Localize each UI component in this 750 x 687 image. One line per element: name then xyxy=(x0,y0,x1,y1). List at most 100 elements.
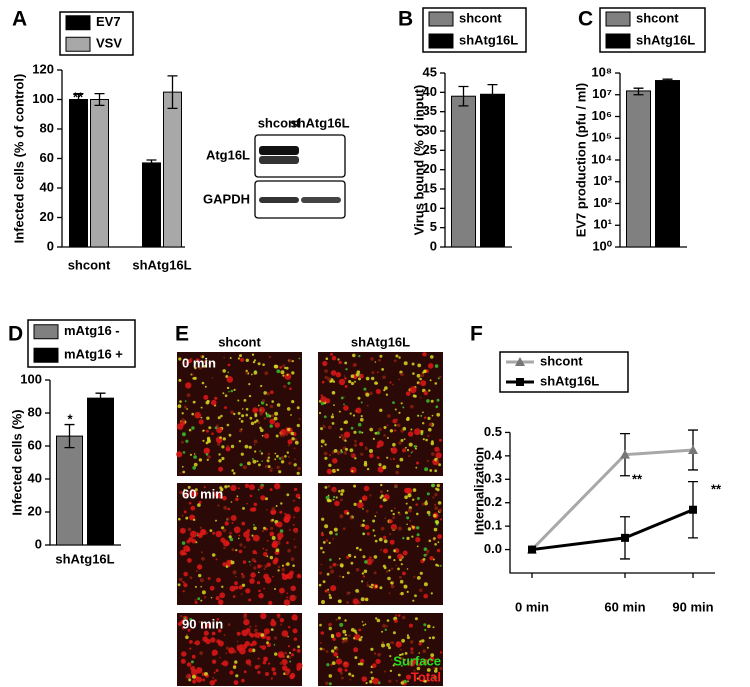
speckle xyxy=(209,680,216,686)
speckle xyxy=(400,429,404,433)
speckle xyxy=(296,471,300,475)
speckle xyxy=(265,403,268,406)
speckle xyxy=(342,629,347,634)
speckle xyxy=(352,353,356,358)
speckle xyxy=(242,560,247,564)
speckle xyxy=(388,519,393,524)
speckle xyxy=(350,374,355,379)
speckle xyxy=(338,378,346,386)
speckle xyxy=(395,564,398,567)
speckle xyxy=(276,403,281,407)
speckle xyxy=(403,438,406,440)
x-tick-label: shcont xyxy=(68,257,111,272)
speckle xyxy=(271,667,276,672)
speckle xyxy=(431,636,435,640)
speckle xyxy=(193,462,198,467)
speckle xyxy=(413,575,416,579)
speckle xyxy=(349,678,352,681)
speckle xyxy=(181,465,184,468)
speckle xyxy=(399,575,402,579)
speckle xyxy=(430,592,433,595)
speckle xyxy=(439,564,442,567)
speckle xyxy=(279,587,285,594)
speckle xyxy=(372,677,379,685)
speckle xyxy=(231,548,235,552)
speckle xyxy=(381,643,385,648)
y-tick-label: 0 xyxy=(47,238,54,253)
speckle xyxy=(420,433,423,435)
speckle xyxy=(400,681,404,685)
speckle xyxy=(211,432,214,436)
speckle xyxy=(435,487,438,491)
speckle xyxy=(297,645,300,649)
speckle xyxy=(330,663,333,666)
speckle xyxy=(416,526,420,530)
speckle xyxy=(369,391,373,395)
speckle xyxy=(195,541,198,544)
speckle xyxy=(399,457,404,462)
speckle xyxy=(336,451,341,455)
bar xyxy=(69,99,88,248)
speckle xyxy=(194,640,200,646)
speckle xyxy=(243,670,247,674)
speckle xyxy=(268,600,273,606)
speckle xyxy=(392,512,395,516)
speckle xyxy=(419,377,422,381)
y-tick-label: 10⁵ xyxy=(591,130,612,145)
speckle xyxy=(319,647,323,651)
speckle xyxy=(369,427,374,432)
speckle xyxy=(216,639,221,644)
speckle xyxy=(196,534,199,537)
speckle xyxy=(366,581,369,584)
speckle xyxy=(241,583,246,587)
micrograph-image xyxy=(176,352,302,476)
speckle xyxy=(344,377,347,380)
speckle xyxy=(362,519,365,522)
speckle xyxy=(344,668,348,672)
speckle xyxy=(277,536,282,541)
speckle xyxy=(266,540,269,542)
speckle xyxy=(186,393,191,397)
legend-label: shAtg16L xyxy=(459,32,518,47)
speckle xyxy=(424,467,429,472)
speckle xyxy=(389,655,392,658)
speckle xyxy=(330,370,337,376)
speckle xyxy=(426,492,430,496)
speckle xyxy=(422,658,429,665)
speckle xyxy=(423,553,427,557)
speckle xyxy=(227,485,230,488)
speckle xyxy=(344,420,349,424)
speckle xyxy=(416,666,421,671)
speckle xyxy=(271,467,273,470)
speckle xyxy=(421,502,425,506)
speckle xyxy=(183,545,190,552)
speckle xyxy=(245,407,249,411)
speckle xyxy=(318,411,322,415)
speckle xyxy=(263,526,266,530)
speckle xyxy=(265,672,269,676)
speckle xyxy=(242,507,245,510)
speckle xyxy=(254,665,259,670)
speckle xyxy=(378,537,383,542)
speckle xyxy=(250,421,255,426)
speckle xyxy=(183,571,188,577)
speckle xyxy=(416,545,419,548)
y-tick-label: 10⁰ xyxy=(592,238,612,253)
speckle xyxy=(252,360,256,364)
speckle xyxy=(375,382,379,385)
speckle xyxy=(355,631,358,635)
speckle xyxy=(360,415,363,418)
speckle xyxy=(241,521,246,526)
axis xyxy=(509,432,715,574)
speckle xyxy=(411,535,414,538)
speckle xyxy=(258,571,260,574)
speckle xyxy=(236,495,239,498)
speckle xyxy=(280,460,285,464)
speckle xyxy=(345,447,348,451)
speckle xyxy=(191,654,196,659)
speckle xyxy=(227,623,231,626)
speckle xyxy=(390,581,393,584)
speckle xyxy=(379,490,384,494)
speckle xyxy=(241,574,245,579)
speckle xyxy=(336,563,339,566)
